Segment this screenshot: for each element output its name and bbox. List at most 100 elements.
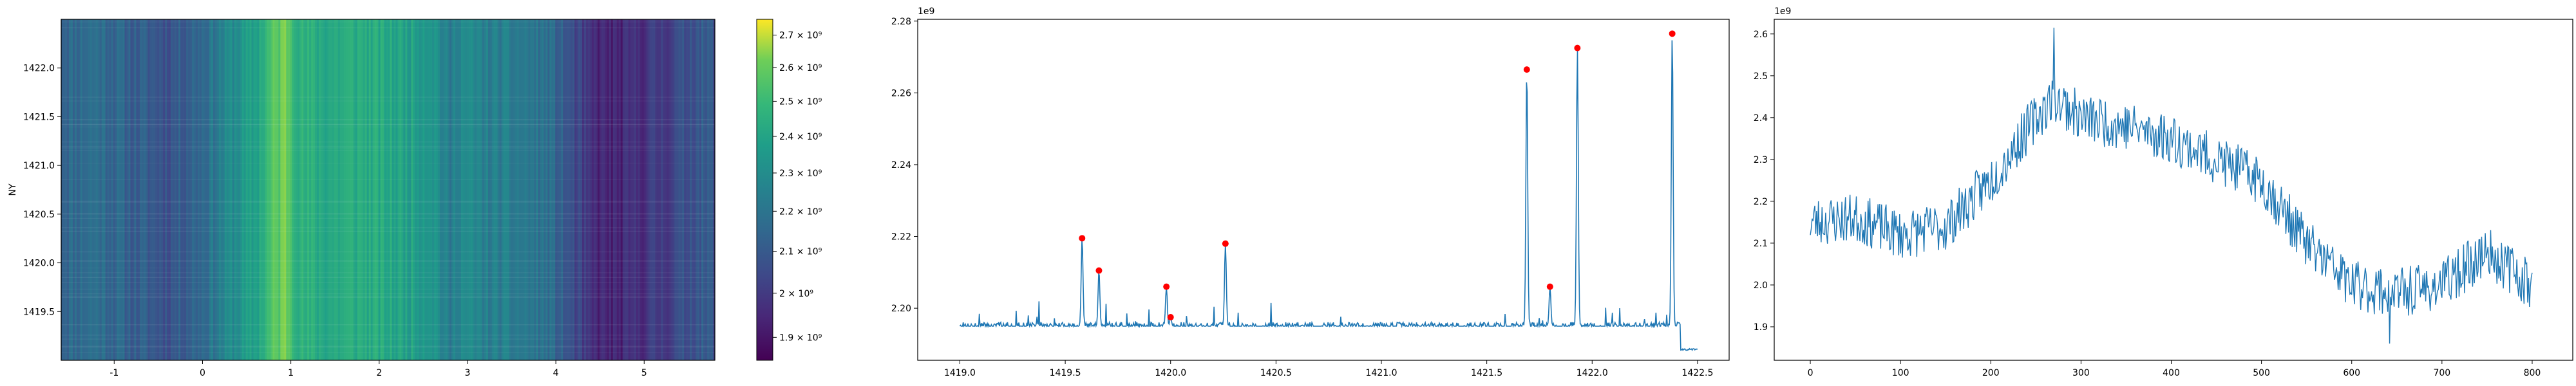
heatmap-column xyxy=(620,19,623,360)
peak-marker xyxy=(1574,44,1581,51)
heatmap-column xyxy=(395,19,399,360)
heatmap-column xyxy=(86,19,89,360)
heatmap-column xyxy=(274,19,277,360)
heatmap-column xyxy=(82,19,85,360)
peak-marker xyxy=(1546,283,1553,290)
heatmap-column xyxy=(146,19,148,360)
heatmap-column xyxy=(211,19,214,360)
heatmap-column xyxy=(690,19,692,360)
x-tick-label: 800 xyxy=(2524,368,2541,378)
heatmap-column xyxy=(451,19,454,360)
y-tick-label: 1419.5 xyxy=(23,307,55,317)
heatmap-column xyxy=(415,19,417,360)
heatmap-column xyxy=(265,19,268,360)
y-tick-label: 2.6 xyxy=(1754,30,1768,40)
heatmap-column xyxy=(530,19,533,360)
heatmap-column xyxy=(216,19,220,360)
heatmap-row-texture xyxy=(61,230,715,232)
heatmap-column xyxy=(380,19,383,360)
heatmap-column xyxy=(480,19,483,360)
heatmap-column xyxy=(417,19,419,360)
heatmap-column xyxy=(324,19,327,360)
heatmap-column xyxy=(713,19,715,360)
heatmap-column xyxy=(515,19,518,360)
heatmap-column xyxy=(440,19,442,360)
heatmap-column xyxy=(226,19,229,360)
heatmap-column xyxy=(626,19,629,360)
heatmap-column xyxy=(68,19,71,360)
heatmap-row-texture xyxy=(61,150,715,151)
heatmap-column xyxy=(176,19,179,360)
heatmap-column xyxy=(422,19,425,360)
heatmap-column xyxy=(388,19,391,360)
heatmap-column xyxy=(328,19,331,360)
noisy-line-panel: 0 100 200 300 400 500 600 700 800 1.9 2.0 2.1 2.2 2.… xyxy=(1754,6,2573,378)
heatmap-column xyxy=(90,19,93,360)
peaks-x-ticks: 1419.0 1419.5 1420.0 1420.5 1421.0 1421.5 1422… xyxy=(944,360,1713,378)
x-tick-label: 1422.0 xyxy=(1577,368,1608,378)
heatmap-column xyxy=(474,19,477,360)
heatmap-column xyxy=(616,19,620,360)
heatmap-column xyxy=(282,19,285,360)
heatmap-column xyxy=(457,19,460,360)
x-tick-label: 3 xyxy=(464,368,470,378)
colorbar-ticks: 1.9 × 10⁹ 2 × 10⁹ 2.1 × 10⁹ 2.2 × 10⁹ 2.3 × … xyxy=(773,31,822,343)
heatmap-column xyxy=(430,19,433,360)
heatmap-column xyxy=(120,19,124,360)
heatmap-column xyxy=(180,19,183,360)
heatmap-column xyxy=(321,19,323,360)
heatmap-column xyxy=(113,19,116,360)
heatmap-column xyxy=(672,19,675,360)
noisy-series-line xyxy=(1810,27,2533,344)
heatmap-column xyxy=(466,19,469,360)
heatmap-column xyxy=(503,19,506,360)
heatmap-column xyxy=(347,19,350,360)
heatmap-column xyxy=(563,19,565,360)
colorbar-tick-label: 2.1 × 10⁹ xyxy=(779,247,822,257)
heatmap-row-texture xyxy=(61,147,715,149)
heatmap-column xyxy=(643,19,647,360)
heatmap-column xyxy=(151,19,154,360)
heatmap-column xyxy=(462,19,466,360)
heatmap-column xyxy=(384,19,387,360)
heatmap-column xyxy=(269,19,271,360)
heatmap-column xyxy=(576,19,579,360)
heatmap-column xyxy=(697,19,700,360)
heatmap-column xyxy=(374,19,377,360)
heatmap-column xyxy=(555,19,558,360)
heatmap-column xyxy=(618,19,621,360)
heatmap-column xyxy=(434,19,437,360)
heatmap-column xyxy=(95,19,99,360)
heatmap-column xyxy=(315,19,317,360)
heatmap-column xyxy=(84,19,87,360)
heatmap-column xyxy=(486,19,489,360)
noisy-offset-text: 1e9 xyxy=(1774,6,1791,17)
heatmap-column xyxy=(653,19,656,360)
heatmap-column xyxy=(448,19,450,360)
heatmap-row-texture xyxy=(61,227,715,228)
colorbar-tick-label: 2.4 × 10⁹ xyxy=(779,132,822,142)
heatmap-column xyxy=(647,19,650,360)
heatmap-column xyxy=(197,19,200,360)
heatmap-column xyxy=(253,19,256,360)
heatmap-column xyxy=(159,19,162,360)
colorbar-tick-label: 2.5 × 10⁹ xyxy=(779,96,822,107)
heatmap-column xyxy=(188,19,191,360)
heatmap-column xyxy=(703,19,706,360)
heatmap-column xyxy=(565,19,567,360)
heatmap-column xyxy=(307,19,310,360)
heatmap-row-texture xyxy=(61,338,715,340)
heatmap-column xyxy=(207,19,210,360)
x-tick-label: 700 xyxy=(2433,368,2450,378)
heatmap-column xyxy=(403,19,406,360)
heatmap-column xyxy=(93,19,97,360)
heatmap-frame xyxy=(61,19,715,361)
heatmap-column xyxy=(528,19,531,360)
heatmap-column xyxy=(597,19,600,360)
x-tick-label: 2 xyxy=(376,368,382,378)
heatmap-column xyxy=(484,19,487,360)
heatmap-column xyxy=(357,19,360,360)
x-tick-label: 1421.5 xyxy=(1471,368,1502,378)
heatmap-column xyxy=(301,19,304,360)
heatmap-row-texture xyxy=(61,201,715,203)
